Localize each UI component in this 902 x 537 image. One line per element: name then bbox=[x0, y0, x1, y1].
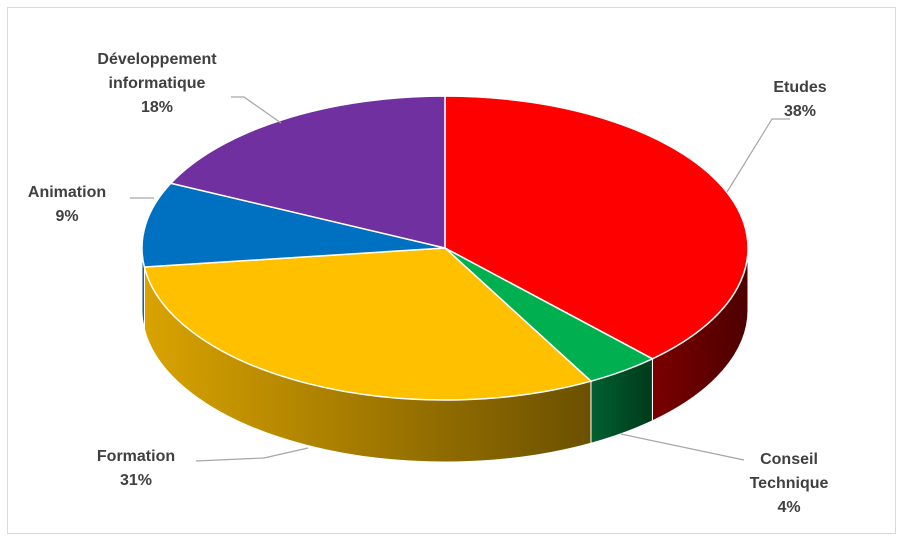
data-label-percent: 18% bbox=[141, 99, 173, 116]
data-label-percent: 31% bbox=[120, 472, 152, 489]
leader-line-etudes bbox=[726, 118, 790, 193]
leader-line-conseil-technique bbox=[620, 433, 745, 461]
pie-slice-developpement-informatique bbox=[170, 95, 446, 249]
data-label-formation: Formation 31% bbox=[97, 448, 175, 489]
leader-line-formation bbox=[195, 447, 309, 462]
leader-lines bbox=[130, 96, 790, 462]
data-label-category: Conseil bbox=[760, 451, 818, 468]
leader-line-developpement-informatique bbox=[231, 96, 282, 124]
data-label-category: Technique bbox=[750, 475, 829, 492]
data-label-percent: 4% bbox=[777, 499, 800, 516]
data-labels: Etudes 38% Conseil Technique 4% Formation 31% A… bbox=[28, 51, 829, 516]
pie-slice-animation bbox=[141, 182, 446, 268]
pie-slice-etudes bbox=[444, 95, 749, 360]
data-label-developpement-informatique: Développement informatique 18% bbox=[97, 51, 217, 116]
data-label-percent: 9% bbox=[55, 208, 78, 225]
data-label-category: Développement bbox=[97, 51, 217, 68]
data-label-category: Animation bbox=[28, 184, 106, 201]
data-label-etudes: Etudes 38% bbox=[773, 79, 826, 120]
data-label-animation: Animation 9% bbox=[28, 184, 106, 225]
pie-tops bbox=[141, 95, 749, 401]
data-label-category: Etudes bbox=[773, 79, 826, 96]
data-label-category: informatique bbox=[109, 75, 206, 92]
data-label-category: Formation bbox=[97, 448, 175, 465]
pie-slice-formation bbox=[143, 247, 592, 401]
data-label-percent: 38% bbox=[784, 103, 816, 120]
data-label-conseil-technique: Conseil Technique 4% bbox=[750, 451, 829, 516]
